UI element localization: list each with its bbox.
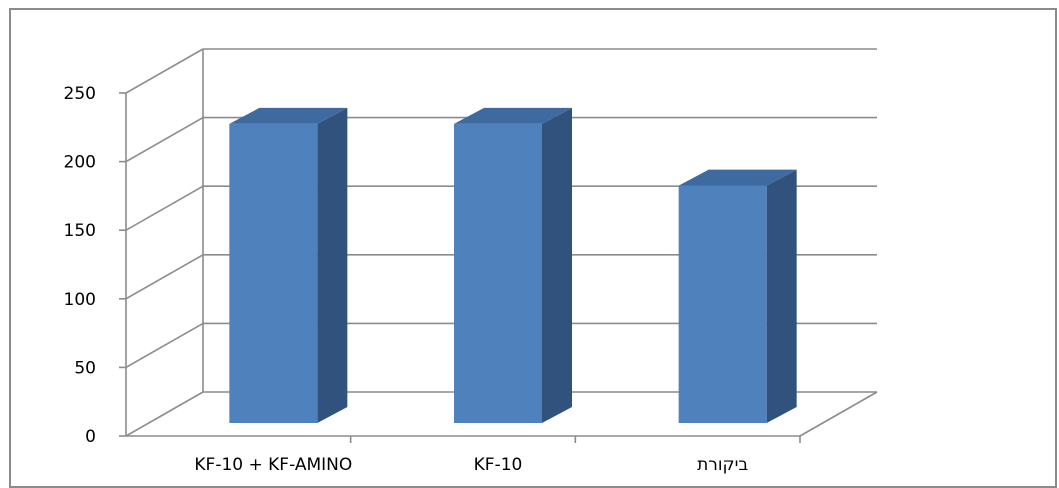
bar-front <box>229 123 318 424</box>
bar-top <box>229 107 348 124</box>
x-category-label: ביקורת <box>697 455 748 475</box>
floor-right-edge <box>799 391 878 437</box>
bar-chart: 0 50 100 150 200 250 KF-10 + KF-AMINO KF-10 ביקו… <box>64 48 878 475</box>
bar-top <box>454 107 572 124</box>
axis-layer <box>119 92 878 443</box>
bar-front <box>454 123 542 424</box>
bar-side <box>766 169 797 423</box>
y-tick-label: 0 <box>85 427 96 447</box>
bar-front <box>678 185 767 423</box>
y-tick-label: 200 <box>64 153 96 173</box>
y-tick-label: 250 <box>64 84 96 104</box>
gridline-side <box>125 391 204 437</box>
bar-layer <box>229 107 797 424</box>
bar <box>229 107 348 424</box>
gridline-side <box>125 185 204 231</box>
gridline-side <box>125 322 204 369</box>
bar-side <box>542 107 572 424</box>
x-category-label: KF-10 + KF-AMINO <box>194 455 352 475</box>
bar <box>454 107 572 424</box>
y-tick-label: 150 <box>64 221 96 241</box>
gridline-side <box>125 116 204 163</box>
y-tick-label: 100 <box>64 290 96 310</box>
label-layer: 0 50 100 150 200 250 KF-10 + KF-AMINO KF-10 ביקו… <box>64 84 749 475</box>
bar-side <box>317 107 348 424</box>
x-category-label: KF-10 <box>474 455 523 475</box>
gridline-side <box>125 48 204 94</box>
y-tick-label: 50 <box>74 358 96 378</box>
bar-top <box>678 169 797 186</box>
bar <box>678 169 797 423</box>
gridline-side <box>125 254 204 300</box>
